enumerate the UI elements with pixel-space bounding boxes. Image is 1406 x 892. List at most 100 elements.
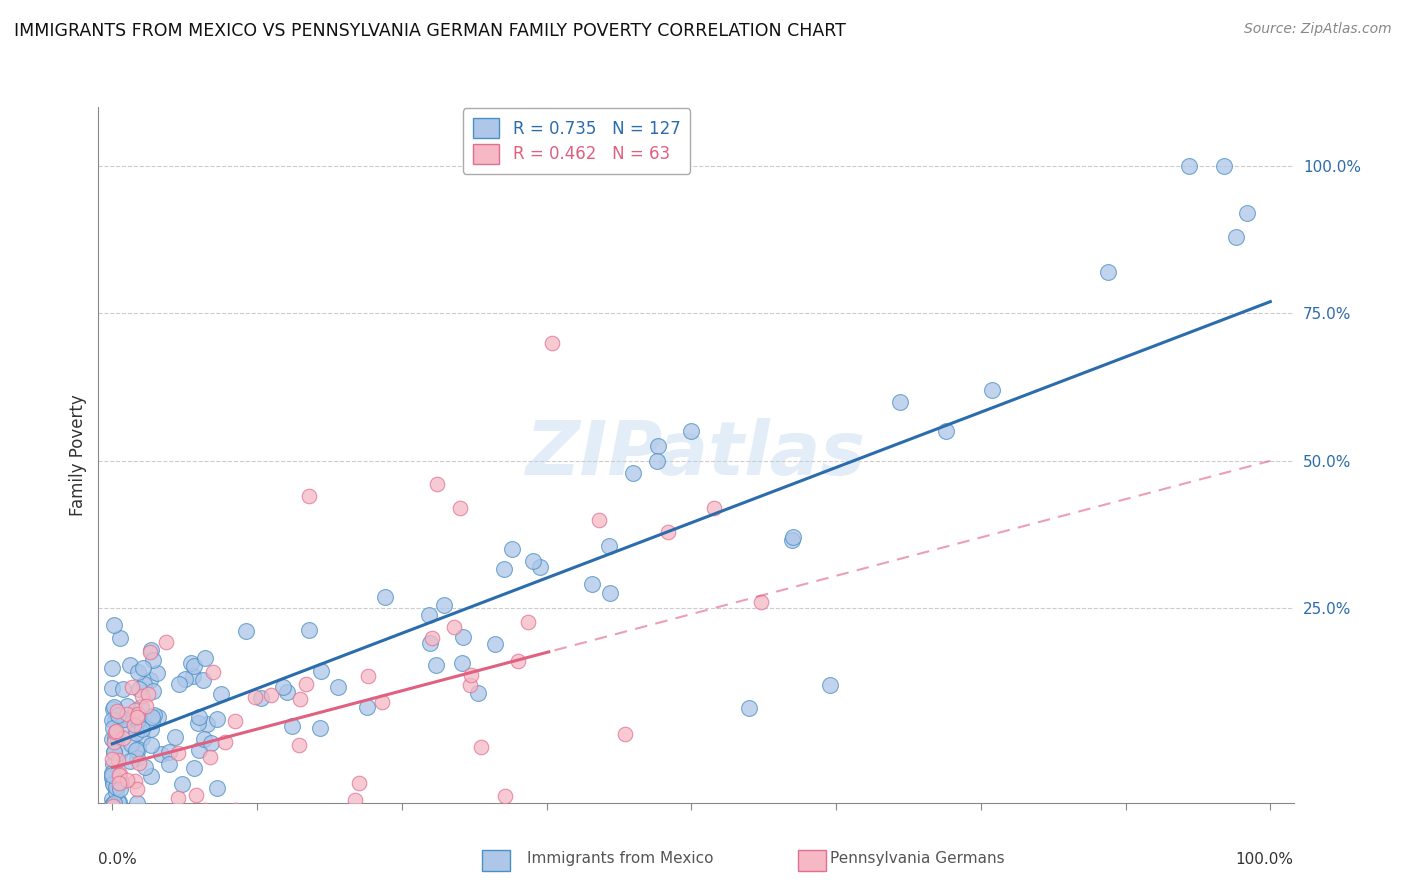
Point: [107, 768, 129, 782]
Point: [104, 725, 127, 739]
Point: [194, 651, 217, 665]
Point: [115, 699, 138, 714]
Point: [103, 700, 125, 714]
Point: [105, 730, 128, 744]
Point: [889, 395, 911, 409]
Point: [128, 682, 150, 697]
Text: Immigrants from Mexico: Immigrants from Mexico: [527, 852, 714, 866]
Point: [1178, 159, 1201, 173]
Point: [103, 735, 125, 749]
Point: [433, 598, 456, 612]
Point: [128, 756, 150, 771]
Point: [167, 677, 190, 691]
Point: [298, 623, 321, 637]
Point: [122, 717, 145, 731]
Point: [101, 721, 124, 735]
Point: [108, 865, 131, 880]
Point: [166, 791, 188, 805]
Point: [131, 700, 153, 714]
Point: [245, 690, 267, 705]
Point: [125, 710, 148, 724]
Point: [141, 709, 163, 723]
Point: [103, 745, 125, 759]
Point: [120, 814, 142, 828]
Point: [124, 773, 146, 788]
Point: [107, 795, 129, 809]
Point: [139, 769, 162, 783]
Point: [121, 816, 143, 830]
Point: [309, 664, 332, 678]
Point: [200, 736, 222, 750]
Point: [101, 732, 124, 747]
Point: [101, 752, 124, 766]
Text: IMMIGRANTS FROM MEXICO VS PENNSYLVANIA GERMAN FAMILY POVERTY CORRELATION CHART: IMMIGRANTS FROM MEXICO VS PENNSYLVANIA G…: [14, 22, 846, 40]
Point: [326, 680, 349, 694]
Point: [184, 788, 207, 802]
Point: [108, 782, 131, 797]
Point: [115, 772, 138, 787]
Point: [935, 425, 957, 439]
Point: [101, 756, 124, 771]
Point: [198, 749, 221, 764]
Point: [101, 804, 124, 818]
Point: [124, 703, 146, 717]
Text: 100.0%: 100.0%: [1236, 852, 1294, 866]
Point: [284, 814, 307, 829]
Point: [167, 746, 190, 760]
Point: [155, 635, 177, 649]
Point: [120, 737, 142, 751]
Point: [110, 745, 132, 759]
Text: 0.0%: 0.0%: [98, 852, 138, 866]
Point: [142, 708, 165, 723]
Point: [356, 700, 378, 714]
Point: [121, 680, 143, 694]
Point: [295, 677, 318, 691]
Point: [110, 804, 132, 818]
Point: [111, 682, 134, 697]
Point: [101, 825, 124, 839]
Point: [139, 643, 162, 657]
Point: [183, 761, 205, 775]
Point: [195, 717, 218, 731]
Point: [782, 530, 804, 544]
Point: [127, 750, 149, 764]
Point: [121, 832, 143, 847]
Point: [135, 698, 157, 713]
Point: [127, 713, 149, 727]
Point: [588, 513, 610, 527]
Point: [529, 559, 551, 574]
Point: [149, 747, 172, 761]
Point: [193, 803, 215, 817]
Point: [981, 383, 1004, 397]
Point: [139, 673, 162, 687]
Point: [287, 739, 309, 753]
Point: [146, 710, 169, 724]
Point: [131, 689, 153, 703]
Point: [115, 724, 138, 739]
FancyBboxPatch shape: [481, 850, 510, 871]
Text: Pennsylvania Germans: Pennsylvania Germans: [830, 852, 1004, 866]
Point: [173, 672, 195, 686]
Point: [145, 805, 167, 820]
Point: [125, 796, 148, 810]
Point: [780, 533, 803, 548]
Point: [101, 702, 124, 716]
Point: [470, 740, 492, 755]
Point: [647, 439, 669, 453]
Point: [187, 716, 209, 731]
Point: [101, 661, 124, 675]
Point: [107, 814, 129, 829]
Point: [108, 631, 131, 645]
Point: [105, 704, 128, 718]
Point: [681, 425, 703, 439]
Point: [105, 827, 128, 841]
Point: [101, 834, 124, 848]
Point: [501, 541, 523, 556]
Point: [107, 776, 129, 790]
Text: Source: ZipAtlas.com: Source: ZipAtlas.com: [1244, 22, 1392, 37]
Point: [250, 691, 273, 706]
Point: [749, 595, 772, 609]
Point: [125, 782, 148, 797]
Point: [107, 753, 129, 767]
Point: [120, 658, 142, 673]
